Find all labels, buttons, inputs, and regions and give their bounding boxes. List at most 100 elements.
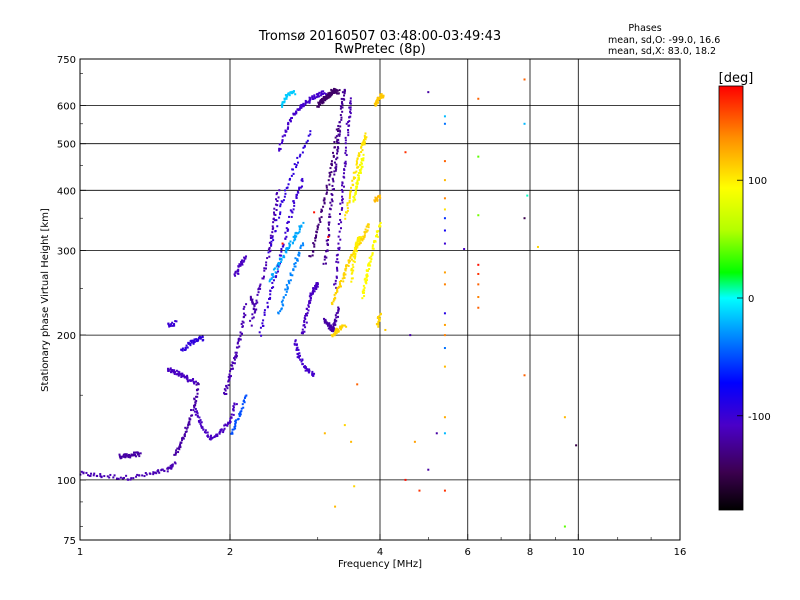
data-point xyxy=(339,130,342,133)
data-point xyxy=(123,476,126,479)
data-point xyxy=(281,139,284,142)
data-point xyxy=(362,291,365,294)
data-point xyxy=(339,125,342,128)
data-point xyxy=(365,276,368,279)
data-point xyxy=(204,429,207,432)
data-point xyxy=(262,319,265,322)
data-point xyxy=(350,186,353,189)
data-point xyxy=(177,373,180,376)
data-point xyxy=(358,243,361,246)
data-point xyxy=(320,91,323,94)
data-point xyxy=(197,388,200,391)
data-point xyxy=(320,90,323,93)
data-point xyxy=(340,102,343,105)
data-point xyxy=(225,392,228,395)
data-point xyxy=(356,157,359,160)
data-point xyxy=(327,229,330,232)
data-point xyxy=(196,412,199,415)
data-point xyxy=(443,208,446,211)
data-point xyxy=(209,435,212,438)
data-point xyxy=(293,204,296,207)
data-point xyxy=(334,297,337,300)
data-point xyxy=(327,238,330,241)
data-point xyxy=(343,162,346,165)
data-point xyxy=(269,278,272,281)
data-point xyxy=(136,473,139,476)
data-point xyxy=(317,92,320,95)
data-point xyxy=(93,472,96,475)
data-point xyxy=(368,262,371,265)
data-point xyxy=(341,100,344,103)
data-point xyxy=(243,305,246,308)
data-point xyxy=(360,151,363,154)
data-point xyxy=(224,424,227,427)
data-point xyxy=(186,374,189,377)
data-point xyxy=(261,324,264,327)
data-point xyxy=(183,435,186,438)
data-point xyxy=(145,473,148,476)
data-point xyxy=(355,185,358,188)
data-point xyxy=(281,105,284,108)
data-point xyxy=(143,475,146,478)
data-point xyxy=(345,267,348,270)
data-point xyxy=(330,88,333,91)
data-point xyxy=(187,341,190,344)
data-point xyxy=(170,466,173,469)
data-point xyxy=(223,393,226,396)
data-point xyxy=(345,211,348,214)
data-point xyxy=(289,120,292,123)
data-point xyxy=(307,305,310,308)
y-tick-label: 400 xyxy=(57,186,76,197)
data-point xyxy=(315,236,317,239)
data-point xyxy=(336,253,339,256)
data-point xyxy=(173,372,176,375)
data-point xyxy=(129,454,132,457)
data-point xyxy=(340,118,343,121)
data-point xyxy=(443,115,446,118)
data-point xyxy=(250,324,253,327)
data-point xyxy=(270,243,273,246)
data-point xyxy=(443,242,446,245)
data-point xyxy=(334,323,337,326)
data-point xyxy=(330,326,333,329)
data-point xyxy=(368,263,371,266)
data-point xyxy=(235,351,238,354)
data-point xyxy=(175,369,178,372)
data-point xyxy=(239,331,242,334)
data-point xyxy=(258,285,261,288)
data-point xyxy=(366,229,369,232)
data-point xyxy=(295,193,298,196)
data-point xyxy=(363,295,366,298)
data-point xyxy=(195,389,198,392)
data-point xyxy=(190,341,193,344)
data-point xyxy=(193,340,196,343)
data-point xyxy=(370,258,373,261)
data-point xyxy=(359,242,362,244)
data-point xyxy=(341,110,344,113)
data-point xyxy=(238,345,241,348)
data-point xyxy=(342,324,345,327)
data-point xyxy=(365,136,368,139)
data-point xyxy=(341,103,344,106)
data-point xyxy=(339,212,341,215)
data-point xyxy=(334,332,337,335)
data-point xyxy=(323,198,326,201)
data-point xyxy=(189,344,192,347)
data-point xyxy=(289,209,292,212)
data-point xyxy=(335,158,338,161)
data-point xyxy=(361,142,364,145)
data-point xyxy=(277,311,280,314)
data-point xyxy=(326,93,329,96)
data-point xyxy=(316,226,319,229)
data-point xyxy=(99,475,102,478)
data-point xyxy=(195,380,198,383)
data-point xyxy=(223,424,226,427)
data-point xyxy=(361,297,364,300)
data-point xyxy=(317,101,320,104)
data-point xyxy=(232,408,235,411)
data-point xyxy=(435,432,438,435)
data-point xyxy=(328,207,331,210)
data-point xyxy=(192,341,195,344)
data-point xyxy=(317,103,320,106)
data-point xyxy=(239,413,242,416)
